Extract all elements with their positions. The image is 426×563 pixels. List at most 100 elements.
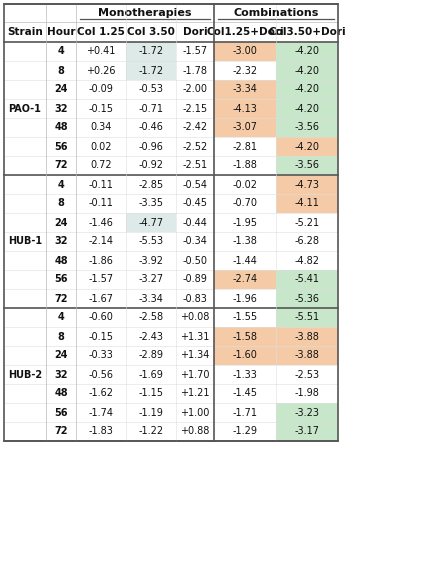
Text: HUB-1: HUB-1 [8, 236, 42, 247]
Text: -2.51: -2.51 [182, 160, 207, 171]
Bar [275, 80, 337, 99]
Bar [275, 365, 337, 384]
Bar [4, 4, 337, 444]
Bar [275, 251, 337, 270]
Text: -2.52: -2.52 [182, 141, 207, 151]
Bar [275, 118, 337, 137]
Text: -3.34: -3.34 [138, 293, 163, 303]
Text: 4: 4 [58, 312, 64, 323]
Text: -1.19: -1.19 [138, 408, 163, 418]
Text: -3.56: -3.56 [294, 123, 319, 132]
Text: -1.57: -1.57 [88, 275, 113, 284]
Text: -4.20: -4.20 [294, 65, 319, 75]
Bar [46, 61, 76, 80]
Bar [275, 42, 337, 61]
Bar [213, 308, 275, 327]
Bar [76, 422, 126, 441]
Text: -2.43: -2.43 [138, 332, 163, 342]
Bar [76, 42, 126, 61]
Bar [176, 137, 213, 156]
Bar [176, 308, 213, 327]
Text: Combinations: Combinations [233, 8, 318, 18]
Bar [46, 80, 76, 99]
Text: -4.82: -4.82 [294, 256, 319, 266]
Text: 48: 48 [54, 123, 68, 132]
Text: -3.92: -3.92 [138, 256, 163, 266]
Bar [126, 251, 176, 270]
Bar [275, 384, 337, 403]
Bar [126, 175, 176, 194]
Bar [4, 175, 46, 308]
Bar [76, 251, 126, 270]
Text: 24: 24 [54, 217, 68, 227]
Bar [213, 232, 275, 251]
Bar [76, 80, 126, 99]
Bar [46, 327, 76, 346]
Bar [126, 137, 176, 156]
Text: -1.58: -1.58 [232, 332, 257, 342]
Text: -4.20: -4.20 [294, 104, 319, 114]
Text: -3.56: -3.56 [294, 160, 319, 171]
Bar [213, 156, 275, 175]
Bar [126, 289, 176, 308]
Bar [46, 289, 76, 308]
Bar [46, 118, 76, 137]
Bar [4, 4, 337, 441]
Text: 32: 32 [54, 104, 68, 114]
Bar [213, 42, 275, 61]
Bar [76, 308, 126, 327]
Bar [46, 365, 76, 384]
Text: Col1.25+Dori: Col1.25+Dori [206, 27, 283, 37]
Text: -1.22: -1.22 [138, 427, 163, 436]
Text: -0.89: -0.89 [182, 275, 207, 284]
Text: -4.13: -4.13 [232, 104, 257, 114]
Bar [46, 175, 76, 194]
Text: -5.21: -5.21 [294, 217, 319, 227]
Text: PAO-1: PAO-1 [9, 104, 41, 114]
Text: -0.15: -0.15 [88, 332, 113, 342]
Bar [4, 42, 46, 175]
Bar [213, 61, 275, 80]
Text: -4.77: -4.77 [138, 217, 163, 227]
Bar [46, 308, 76, 327]
Bar [176, 61, 213, 80]
Bar [76, 384, 126, 403]
Text: 0.34: 0.34 [90, 123, 112, 132]
Text: -0.45: -0.45 [182, 199, 207, 208]
Bar [76, 232, 126, 251]
Bar [176, 346, 213, 365]
Text: -6.28: -6.28 [294, 236, 319, 247]
Text: Dori: Dori [182, 27, 207, 37]
Bar [213, 213, 275, 232]
Text: -1.67: -1.67 [88, 293, 113, 303]
Text: -2.14: -2.14 [88, 236, 113, 247]
Text: -3.27: -3.27 [138, 275, 163, 284]
Bar [126, 365, 176, 384]
Text: 0.02: 0.02 [90, 141, 112, 151]
Text: -3.00: -3.00 [232, 47, 257, 56]
Text: 48: 48 [54, 256, 68, 266]
Text: -1.95: -1.95 [232, 217, 257, 227]
Text: +1.34: +1.34 [180, 351, 209, 360]
Text: -0.53: -0.53 [138, 84, 163, 95]
Bar [76, 194, 126, 213]
Text: -3.17: -3.17 [294, 427, 319, 436]
Bar [213, 327, 275, 346]
Text: -3.34: -3.34 [232, 84, 257, 95]
Bar [46, 384, 76, 403]
Bar [275, 137, 337, 156]
Bar [176, 42, 213, 61]
Text: Col 3.50: Col 3.50 [127, 27, 175, 37]
Text: +0.26: +0.26 [86, 65, 115, 75]
Text: -0.96: -0.96 [138, 141, 163, 151]
Bar [176, 422, 213, 441]
Bar [126, 422, 176, 441]
Bar [46, 42, 76, 61]
Bar [213, 403, 275, 422]
Bar [213, 194, 275, 213]
Text: -1.45: -1.45 [232, 388, 257, 399]
Bar [213, 251, 275, 270]
Text: 32: 32 [54, 236, 68, 247]
Text: -1.62: -1.62 [88, 388, 113, 399]
Text: -0.83: -0.83 [182, 293, 207, 303]
